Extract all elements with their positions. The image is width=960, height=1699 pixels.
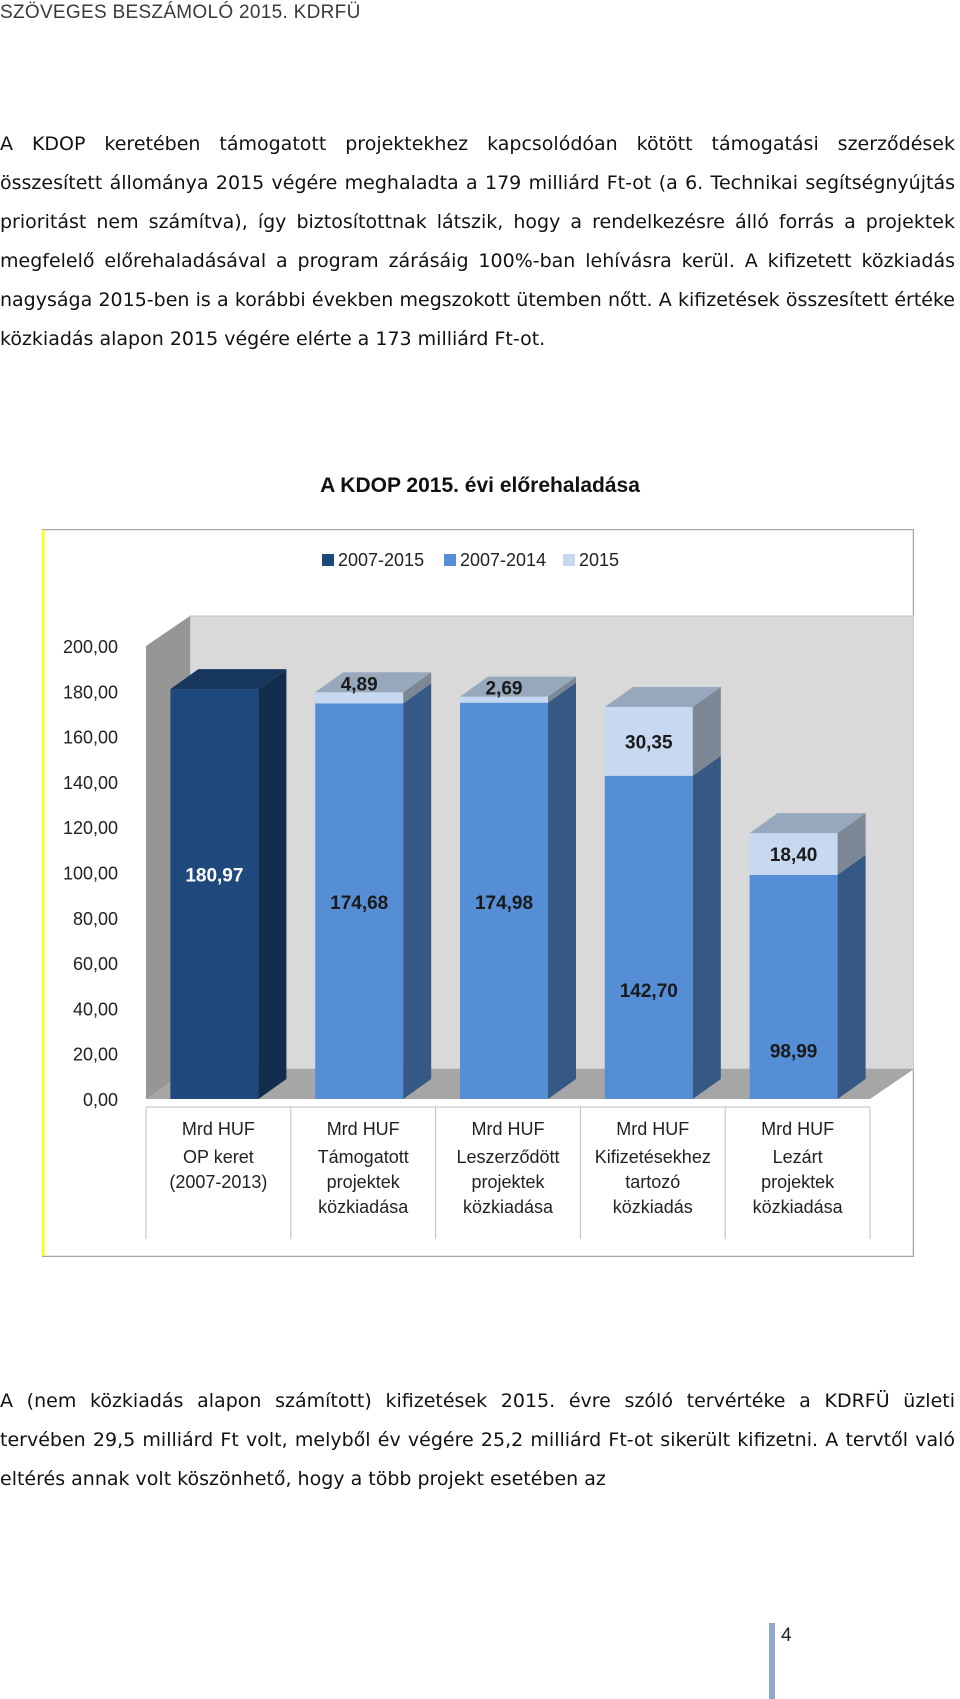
category-label: Mrd HUF [182,1119,255,1139]
bar-segment [749,833,838,875]
y-tick-label: 140,00 [63,773,118,793]
bar-segment-side [692,687,721,776]
data-label: 174,98 [475,893,533,914]
bar-segment-side [403,683,432,1099]
category-label: Támogatott [318,1147,409,1167]
y-tick-label: 80,00 [73,909,118,929]
category-label: Mrd HUF [616,1119,689,1139]
bar-segment [315,703,404,1099]
data-label: 180,97 [185,866,243,887]
category-label: (2007-2013) [169,1172,267,1192]
y-tick-label: 20,00 [73,1045,118,1065]
y-tick-label: 180,00 [63,682,118,702]
page-number: 4 [781,1625,792,1646]
bar-segment-side [837,854,866,1099]
legend-label: 2007-2015 [338,550,424,570]
category-label: Mrd HUF [472,1119,545,1139]
body-paragraph-2: A (nem közkiadás alapon számított) kifiz… [0,1390,955,1490]
data-label: 2,69 [486,679,523,700]
bar-segment-side [692,755,721,1099]
chart-title: A KDOP 2015. évi előrehaladása [320,474,640,497]
data-label: 18,40 [770,845,818,866]
y-tick-label: 0,00 [83,1090,118,1110]
data-label: 4,89 [341,674,378,695]
category-label: tartozó [625,1172,680,1192]
bar-segment-side [258,669,287,1099]
bar-segment-side [403,672,432,704]
bar-top [460,676,576,697]
running-header: SZÖVEGES BESZÁMOLÓ 2015. KDRFÜ [0,2,361,23]
category-label: Kifizetésekhez [595,1147,711,1167]
category-label: Leszerződött [456,1147,559,1167]
category-label: projektek [761,1172,835,1192]
bar-segment [604,775,693,1099]
y-tick-label: 40,00 [73,999,118,1019]
data-label: 30,35 [625,732,673,753]
bar-top [170,669,287,690]
legend-swatch [322,554,334,566]
y-tick-label: 60,00 [73,954,118,974]
bar-segment [315,692,404,704]
category-label: Lezárt [773,1147,823,1167]
category-label: projektek [327,1172,401,1192]
body-paragraph: A KDOP keretében támogatott projektekhez… [0,133,955,350]
bar-segment [604,707,693,776]
bar-segment [460,696,548,703]
y-tick-label: 120,00 [63,818,118,838]
legend-label: 2015 [579,550,619,570]
bar-chart: 0,00 20,00 40,00 60,00 80,00 100,00 120,00 140,… [42,529,914,1257]
bar-top [749,813,866,834]
page-number-accent [769,1623,775,1699]
bar-top [315,672,432,693]
data-label: 98,99 [770,1042,818,1063]
category-label: közkiadása [318,1197,409,1217]
bar-segment-side [548,676,576,703]
category-label: OP keret [183,1147,254,1167]
bar-segment [460,702,548,1099]
bar-segment-side [548,682,576,1099]
y-tick-label: 160,00 [63,728,118,748]
category-label: közkiadása [463,1197,554,1217]
category-label: Mrd HUF [761,1119,834,1139]
category-label: Mrd HUF [327,1119,400,1139]
y-tick-label: 200,00 [63,637,118,657]
category-label: közkiadás [613,1197,693,1217]
bar-segment [749,874,838,1099]
legend-swatch [444,554,456,566]
bar-segment-side [837,813,866,875]
data-label: 142,70 [620,981,678,1002]
data-label: 174,68 [330,893,388,914]
bar-top [604,687,721,708]
category-label: közkiadása [753,1197,844,1217]
category-label: projektek [471,1172,545,1192]
y-tick-label: 100,00 [63,864,118,884]
legend-swatch [563,554,575,566]
bar-segment [170,689,259,1099]
legend-label: 2007-2014 [460,550,546,570]
